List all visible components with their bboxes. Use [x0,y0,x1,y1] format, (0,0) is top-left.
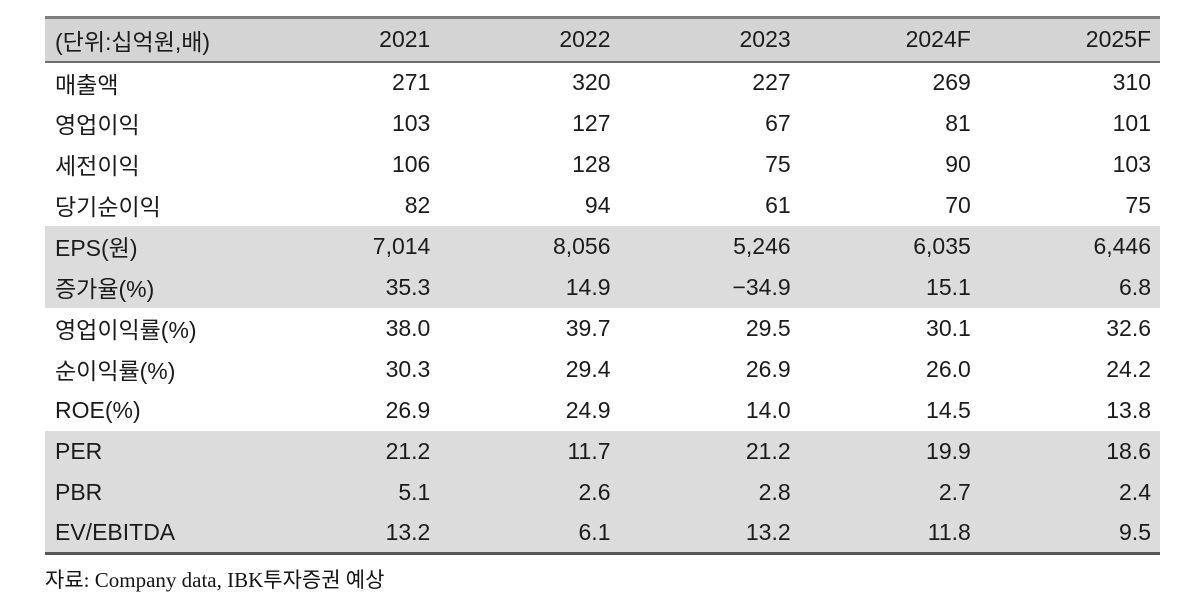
table-row: 세전이익 106 128 75 90 103 [45,144,1160,185]
row-label: 순이익률(%) [55,358,176,384]
cell-value: 11.8 [799,512,980,554]
table-header-row: (단위:십억원,배) 2021 2022 2023 2024F 2025F [45,17,1160,63]
table-row: EV/EBITDA 13.2 6.1 13.2 11.8 9.5 [45,512,1160,554]
cell-value: 75 [765,150,791,177]
table-row: PER 21.2 11.7 21.2 19.9 18.6 [45,430,1160,472]
cell-value: 14.9 [439,266,620,308]
cell-value: 6,035 [799,225,980,267]
cell-value: 7,014 [259,225,440,267]
table-body: 매출액 271 320 227 269 310 영업이익 103 127 67 81 101 세전이익 1… [45,62,1160,554]
cell-value: 75 [1125,191,1151,218]
year-header-2022: 2022 [439,17,620,63]
cell-value: 127 [572,109,611,136]
cell-value: 13.2 [259,512,440,554]
cell-value: 103 [391,109,431,136]
table-row: 증가율(%) 35.3 14.9 −34.9 15.1 6.8 [45,266,1160,308]
cell-value: 38.0 [385,314,431,341]
cell-value: 2.7 [799,471,980,513]
cell-value: 310 [1112,69,1151,95]
cell-value: 29.5 [745,314,791,341]
cell-value: 21.2 [619,430,800,472]
cell-value: 61 [765,191,791,218]
table-row: ROE(%) 26.9 24.9 14.0 14.5 13.8 [45,390,1160,431]
cell-value: 90 [945,150,971,177]
cell-value: 6,446 [979,225,1160,267]
cell-value: 39.7 [565,314,611,341]
cell-value: 6.8 [979,266,1160,308]
cell-value: 2.8 [619,471,800,513]
cell-value: 271 [391,69,431,95]
cell-value: 11.7 [439,430,620,472]
cell-value: 5,246 [619,225,800,267]
cell-value: 21.2 [259,430,440,472]
cell-value: 24.2 [1106,355,1151,382]
cell-value: 81 [945,109,971,136]
table-row: 영업이익률(%) 38.0 39.7 29.5 30.1 32.6 [45,308,1160,349]
cell-value: 9.5 [979,512,1160,554]
row-label: 영업이익률(%) [55,317,197,343]
cell-value: 24.9 [565,396,611,423]
row-label: EPS(원) [45,225,260,267]
financial-summary-table: (단위:십억원,배) 2021 2022 2023 2024F 2025F 매출액 271… [45,16,1160,555]
year-header-2021: 2021 [259,17,440,63]
cell-value: 70 [945,191,971,218]
cell-value: 35.3 [259,266,440,308]
row-label: 세전이익 [55,153,140,179]
row-label: PER [45,430,260,472]
cell-value: 8,056 [439,225,620,267]
row-label: 당기순이익 [55,194,161,220]
table-row: PBR 5.1 2.6 2.8 2.7 2.4 [45,471,1160,513]
cell-value: 30.1 [926,314,971,341]
cell-value: 269 [932,69,971,95]
cell-value: 26.0 [926,355,971,382]
cell-value: 18.6 [979,430,1160,472]
table-row: 매출액 271 320 227 269 310 [45,62,1160,103]
cell-value: 14.5 [926,396,971,423]
cell-value: 26.9 [745,355,791,382]
cell-value: 30.3 [385,355,431,382]
cell-value: 6.1 [439,512,620,554]
row-label: PBR [45,471,260,513]
source-note: 자료: Company data, IBK투자증권 예상 [45,568,385,592]
cell-value: −34.9 [619,266,800,308]
cell-value: 14.0 [745,396,791,423]
cell-value: 103 [1112,150,1151,177]
row-label: EV/EBITDA [45,512,260,554]
cell-value: 5.1 [259,471,440,513]
table-row: EPS(원) 7,014 8,056 5,246 6,035 6,446 [45,225,1160,267]
year-header-2025f: 2025F [979,17,1160,63]
cell-value: 82 [404,191,431,218]
cell-value: 26.9 [385,396,431,423]
cell-value: 320 [572,69,611,95]
cell-value: 13.2 [619,512,800,554]
row-label: 영업이익 [55,112,140,138]
unit-header-cell: (단위:십억원,배) [45,17,260,63]
cell-value: 13.8 [1106,396,1151,423]
cell-value: 94 [584,191,611,218]
cell-value: 32.6 [1106,314,1151,341]
cell-value: 19.9 [799,430,980,472]
table-row: 당기순이익 82 94 61 70 75 [45,185,1160,226]
cell-value: 67 [765,109,791,136]
cell-value: 2.6 [439,471,620,513]
cell-value: 2.4 [979,471,1160,513]
cell-value: 128 [572,150,611,177]
table-row: 영업이익 103 127 67 81 101 [45,103,1160,144]
cell-value: 227 [752,69,791,95]
row-label: ROE(%) [55,396,141,423]
cell-value: 101 [1112,109,1151,136]
cell-value: 15.1 [799,266,980,308]
cell-value: 106 [391,150,431,177]
year-header-2024f: 2024F [799,17,980,63]
row-label: 증가율(%) [45,266,260,308]
row-label: 매출액 [55,71,119,98]
table-row: 순이익률(%) 30.3 29.4 26.9 26.0 24.2 [45,349,1160,390]
year-header-2023: 2023 [619,17,800,63]
cell-value: 29.4 [565,355,611,382]
